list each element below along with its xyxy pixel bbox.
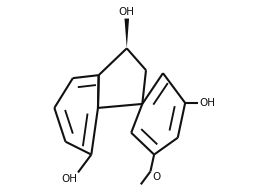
- Text: OH: OH: [199, 98, 215, 108]
- Polygon shape: [125, 19, 129, 48]
- Text: OH: OH: [119, 7, 135, 17]
- Text: OH: OH: [61, 174, 77, 184]
- Text: O: O: [152, 172, 160, 182]
